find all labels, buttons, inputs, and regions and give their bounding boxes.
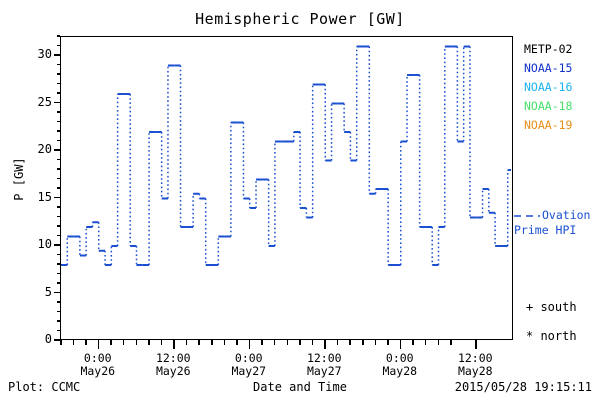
x-tick-minor bbox=[362, 340, 364, 345]
x-tick-minor bbox=[160, 340, 163, 345]
legend: METP-02 NOAA-15 NOAA-16 NOAA-18 NOAA-19 bbox=[524, 40, 600, 135]
x-tick-minor bbox=[198, 340, 200, 345]
y-axis-label: P [GW] bbox=[12, 157, 26, 201]
x-tick-minor bbox=[223, 340, 226, 345]
x-tick-minor bbox=[349, 340, 351, 345]
x-tick-time: 12:00 bbox=[457, 351, 493, 365]
legend-ovation-line1: Ovation bbox=[542, 208, 591, 222]
x-tick-minor bbox=[135, 340, 137, 345]
x-tick-date: May27 bbox=[231, 364, 267, 378]
x-tick-minor bbox=[60, 340, 62, 345]
x-tick-minor bbox=[72, 340, 75, 345]
x-tick-minor bbox=[273, 340, 276, 345]
page-title: Hemispheric Power [GW] bbox=[195, 10, 405, 28]
x-tick-minor bbox=[450, 340, 452, 345]
x-tick-label: 0:00 May26 bbox=[80, 352, 115, 378]
x-tick-minor bbox=[311, 340, 314, 345]
x-tick-major bbox=[97, 340, 100, 349]
x-tick-date: May27 bbox=[306, 364, 342, 378]
x-tick-date: May26 bbox=[80, 364, 116, 378]
legend-marker-north: * north bbox=[526, 329, 577, 343]
x-tick-label: 0:00 May28 bbox=[382, 352, 417, 378]
x-tick-minor bbox=[85, 340, 87, 345]
x-tick-label: 0:00 May27 bbox=[231, 352, 266, 378]
x-tick-label: 12:00 May26 bbox=[156, 352, 191, 378]
legend-entry-noaa-16: NOAA-16 bbox=[524, 80, 573, 94]
x-tick-time: 0:00 bbox=[385, 351, 414, 365]
x-tick-time: 0:00 bbox=[83, 351, 112, 365]
x-tick-time: 12:00 bbox=[155, 351, 191, 365]
y-tick-label: 10 bbox=[37, 237, 52, 251]
x-tick-minor bbox=[299, 340, 301, 345]
x-tick-date: May26 bbox=[155, 364, 191, 378]
x-tick-minor bbox=[286, 340, 288, 345]
legend-ovation-line2: Prime HPI bbox=[514, 222, 577, 237]
x-tick-major bbox=[324, 340, 326, 349]
x-tick-minor bbox=[236, 340, 238, 345]
y-tick-label: 0 bbox=[44, 332, 52, 346]
x-tick-label: 12:00 May28 bbox=[458, 352, 493, 378]
x-tick-minor bbox=[185, 340, 188, 345]
x-tick-date: May28 bbox=[382, 364, 418, 378]
x-tick-minor bbox=[437, 340, 439, 345]
x-tick-major bbox=[399, 340, 402, 349]
x-tick-minor bbox=[261, 340, 263, 345]
y-tick-label: 25 bbox=[37, 94, 52, 109]
legend-entry-noaa-18: NOAA-18 bbox=[524, 99, 573, 113]
x-tick-minor bbox=[412, 340, 414, 345]
legend-entry-noaa-19: NOAA-19 bbox=[524, 118, 573, 132]
x-tick-minor bbox=[424, 340, 427, 345]
x-tick-minor bbox=[211, 340, 213, 345]
x-tick-minor bbox=[110, 340, 112, 345]
x-tick-major bbox=[248, 340, 251, 349]
x-tick-major bbox=[475, 340, 477, 349]
x-tick-date: May28 bbox=[457, 364, 493, 378]
legend-entry-noaa-15: NOAA-15 bbox=[524, 61, 573, 75]
y-tick-label: 30 bbox=[37, 47, 52, 61]
x-tick-time: 12:00 bbox=[306, 351, 342, 365]
x-tick-major bbox=[173, 340, 175, 349]
x-tick-minor bbox=[148, 340, 150, 345]
x-tick-minor bbox=[387, 340, 389, 345]
plot-credit: Plot: CCMC bbox=[8, 380, 81, 394]
legend-ovation-prime-hpi: Ovation Prime HPI bbox=[514, 208, 600, 237]
x-tick-minor bbox=[122, 340, 125, 345]
y-tick-label: 5 bbox=[44, 284, 52, 299]
data-series-ovation-prime-hpi bbox=[61, 45, 511, 266]
legend-marker-south: + south bbox=[526, 300, 577, 314]
plot-area bbox=[60, 36, 513, 340]
legend-entry-metp-02: METP-02 bbox=[524, 42, 573, 56]
timestamp: 2015/05/28 19:15:11 bbox=[454, 380, 592, 394]
x-tick-label: 12:00 May27 bbox=[307, 352, 342, 378]
x-axis-label: Date and Time bbox=[253, 380, 347, 394]
dashed-line-icon bbox=[514, 209, 540, 223]
x-tick-time: 0:00 bbox=[234, 351, 263, 365]
x-tick-minor bbox=[374, 340, 377, 345]
x-tick-minor bbox=[336, 340, 339, 345]
